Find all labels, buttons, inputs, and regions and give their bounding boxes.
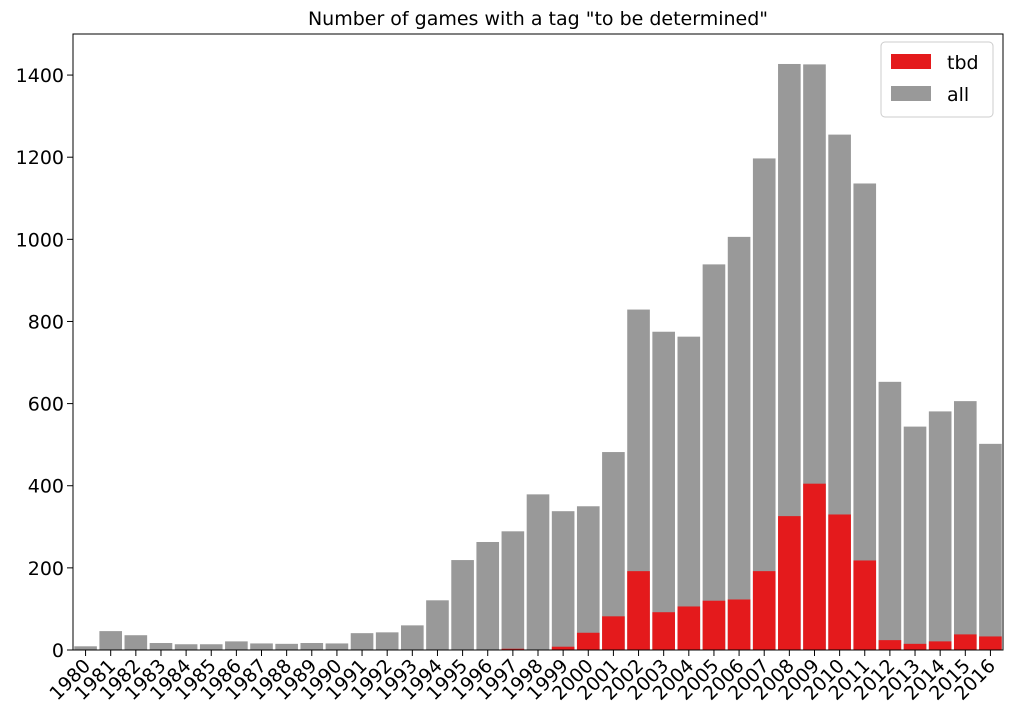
bar-tbd-2005 xyxy=(702,600,726,650)
bar-tbd-2007 xyxy=(752,571,776,650)
y-tick-label: 1400 xyxy=(16,65,64,87)
bar-tbd-2009 xyxy=(803,483,826,650)
bar-all-2013 xyxy=(903,426,927,650)
bar-tbd-2008 xyxy=(778,516,801,650)
bar-all-1998 xyxy=(526,494,550,650)
bar-all-2015 xyxy=(953,401,977,650)
bar-tbd-2000 xyxy=(576,632,600,650)
bar-tbd-1999 xyxy=(551,646,575,650)
bar-all-2000 xyxy=(576,506,600,650)
bar-all-1981 xyxy=(99,631,123,650)
bar-all-2011 xyxy=(853,183,877,650)
bar-all-1995 xyxy=(451,560,474,650)
bar-all-2001 xyxy=(602,452,625,650)
bar-all-2002 xyxy=(627,309,650,650)
y-tick-label: 400 xyxy=(28,476,64,498)
series-tbd xyxy=(501,483,1002,650)
bar-all-1988 xyxy=(275,643,298,650)
chart-title: Number of games with a tag "to be determ… xyxy=(308,8,768,30)
bar-all-2016 xyxy=(979,443,1002,650)
bar-all-1984 xyxy=(174,644,198,650)
y-tick-label: 200 xyxy=(28,558,64,580)
y-tick-label: 1000 xyxy=(16,229,64,251)
bar-tbd-2011 xyxy=(853,560,877,650)
legend-label-tbd: tbd xyxy=(947,52,979,74)
bar-all-1987 xyxy=(250,643,273,650)
bar-all-1994 xyxy=(426,600,449,650)
bar-tbd-2012 xyxy=(878,640,902,650)
bar-all-2004 xyxy=(677,336,701,650)
bar-all-2014 xyxy=(928,411,952,650)
bar-all-2005 xyxy=(702,264,726,650)
legend-swatch-all xyxy=(891,86,931,101)
bar-all-2006 xyxy=(727,236,751,651)
bar-all-1997 xyxy=(501,531,525,650)
bar-tbd-2010 xyxy=(828,514,851,650)
bar-tbd-2014 xyxy=(928,641,952,650)
y-tick-label: 600 xyxy=(28,394,64,416)
bar-all-1990 xyxy=(325,643,349,650)
bar-all-1993 xyxy=(401,625,424,650)
bar-all-1980 xyxy=(74,646,97,650)
bars-layer xyxy=(74,63,1002,651)
bar-all-1983 xyxy=(149,643,173,650)
legend-swatch-tbd xyxy=(891,54,931,69)
bar-all-2007 xyxy=(752,158,776,650)
bar-all-2012 xyxy=(878,381,902,650)
bar-all-2008 xyxy=(778,63,801,651)
legend: tbd all xyxy=(880,41,994,118)
y-axis: 0 200 400 600 800 1000 1200 1400 xyxy=(16,65,73,662)
bar-all-1989 xyxy=(300,643,324,650)
bar-all-1985 xyxy=(199,644,223,650)
x-axis: 1980198119821983198419851986198719881989… xyxy=(45,650,1000,705)
bar-tbd-2016 xyxy=(979,636,1002,650)
bar-all-1992 xyxy=(375,632,399,650)
bar-tbd-2015 xyxy=(953,634,977,650)
y-tick-label: 0 xyxy=(52,640,64,662)
bar-all-1986 xyxy=(225,641,248,650)
bar-all-1999 xyxy=(551,511,575,650)
bar-all-1991 xyxy=(350,633,374,650)
legend-label-all: all xyxy=(947,84,969,106)
bar-all-1996 xyxy=(476,541,500,650)
y-tick-label: 1200 xyxy=(16,147,64,169)
y-tick-label: 800 xyxy=(28,311,64,333)
bar-tbd-2004 xyxy=(677,606,701,650)
bar-all-2003 xyxy=(652,331,675,650)
bar-tbd-2002 xyxy=(627,571,650,650)
bar-tbd-2006 xyxy=(727,599,751,650)
bar-tbd-2003 xyxy=(652,612,675,650)
bar-tbd-2001 xyxy=(602,616,625,650)
bar-tbd-1997 xyxy=(501,648,525,650)
bar-tbd-2013 xyxy=(903,643,927,650)
bar-all-1982 xyxy=(124,635,148,650)
